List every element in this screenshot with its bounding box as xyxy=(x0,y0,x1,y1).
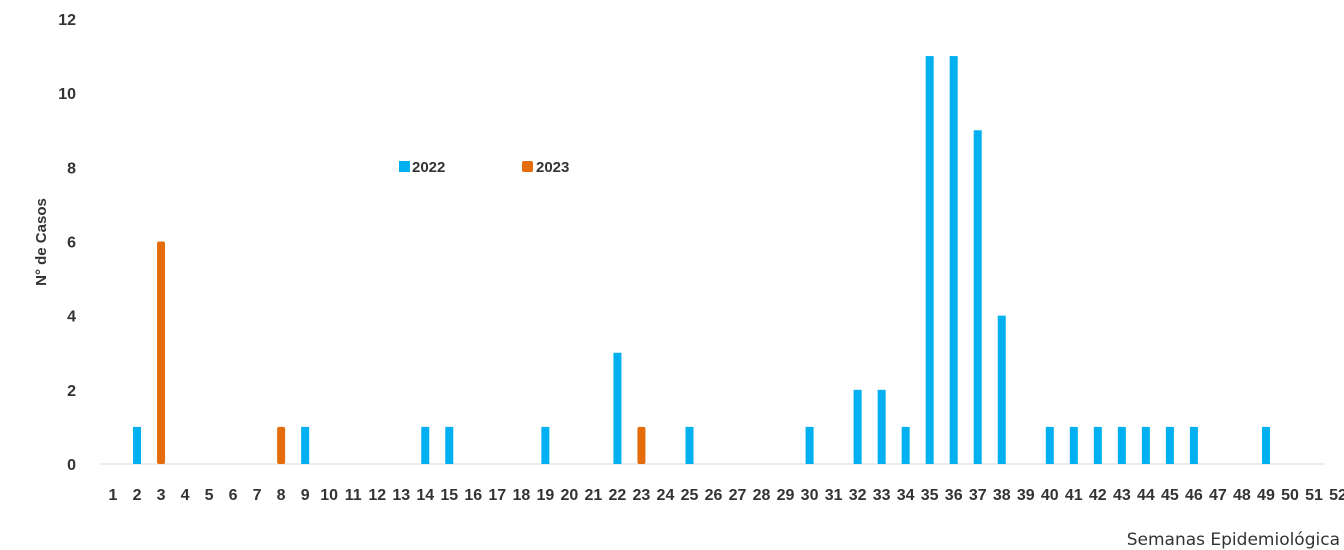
bar-2023-week-23 xyxy=(637,426,646,464)
x-tick-label: 15 xyxy=(440,487,458,504)
x-tick-label: 47 xyxy=(1209,487,1227,504)
x-tick-label: 49 xyxy=(1257,487,1275,504)
legend-label-2022: 2022 xyxy=(412,159,445,176)
x-tick-label: 43 xyxy=(1113,487,1131,504)
x-tick-label: 48 xyxy=(1233,487,1251,504)
x-tick-label: 18 xyxy=(512,487,530,504)
bar-2022-week-34 xyxy=(901,426,910,464)
bar-2022-week-35 xyxy=(925,56,934,464)
x-tick-label: 19 xyxy=(536,487,554,504)
x-tick-label: 32 xyxy=(849,487,867,504)
bar-2022-week-22 xyxy=(613,352,622,464)
x-tick-label: 28 xyxy=(753,487,771,504)
x-tick-label: 4 xyxy=(181,487,190,504)
x-tick-label: 21 xyxy=(585,487,603,504)
x-tick-label: 35 xyxy=(921,487,939,504)
y-axis-ticks: 0 2 4 6 8 10 12 xyxy=(58,12,76,474)
x-tick-label: 9 xyxy=(301,487,310,504)
bar-2022-week-41 xyxy=(1069,426,1078,464)
x-tick-label: 51 xyxy=(1305,487,1323,504)
y-tick-label: 10 xyxy=(58,86,76,103)
x-tick-label: 3 xyxy=(157,487,166,504)
x-tick-label: 34 xyxy=(897,487,915,504)
x-tick-label: 29 xyxy=(777,487,795,504)
x-tick-label: 38 xyxy=(993,487,1011,504)
x-tick-label: 27 xyxy=(729,487,747,504)
x-tick-label: 31 xyxy=(825,487,843,504)
y-tick-label: 12 xyxy=(58,12,76,29)
y-tick-label: 4 xyxy=(67,309,76,326)
x-tick-label: 7 xyxy=(253,487,262,504)
bar-2022-week-38 xyxy=(997,315,1006,464)
x-tick-label: 52 xyxy=(1329,487,1344,504)
y-tick-label: 2 xyxy=(67,383,76,400)
x-axis-ticks: 1 2 3 4 5 6 7 8 9 10 11 12 13 14 15 16 17 18 19 20 21 22 23 24 2… xyxy=(109,487,1344,504)
x-tick-label: 42 xyxy=(1089,487,1107,504)
bar-2022-week-43 xyxy=(1117,426,1126,464)
legend: 2022 2023 xyxy=(399,159,569,176)
bar-2022-week-37 xyxy=(973,130,982,464)
legend-swatch-2022 xyxy=(399,161,410,172)
x-tick-label: 41 xyxy=(1065,487,1083,504)
x-tick-label: 39 xyxy=(1017,487,1035,504)
x-tick-label: 16 xyxy=(464,487,482,504)
bar-2022-week-36 xyxy=(949,56,958,464)
y-tick-label: 8 xyxy=(67,160,76,177)
x-tick-label: 30 xyxy=(801,487,819,504)
legend-label-2023: 2023 xyxy=(536,159,569,176)
y-axis-label: N° de Casos xyxy=(33,198,50,286)
legend-swatch-2023 xyxy=(522,161,533,172)
x-tick-label: 1 xyxy=(109,487,118,504)
x-tick-label: 20 xyxy=(560,487,578,504)
bar-2022-week-49 xyxy=(1261,426,1270,464)
bars xyxy=(133,56,1270,464)
bar-2022-week-9 xyxy=(301,426,310,464)
x-tick-label: 46 xyxy=(1185,487,1203,504)
x-tick-label: 26 xyxy=(705,487,723,504)
y-tick-label: 6 xyxy=(67,235,76,252)
bar-2022-week-2 xyxy=(133,426,142,464)
x-tick-label: 17 xyxy=(488,487,506,504)
bar-2022-week-33 xyxy=(877,389,886,464)
bar-2022-week-30 xyxy=(805,426,814,464)
bar-2022-week-14 xyxy=(421,426,430,464)
x-axis-label: Semanas Epidemiológica xyxy=(1127,530,1340,550)
x-tick-label: 13 xyxy=(392,487,410,504)
x-tick-label: 25 xyxy=(681,487,699,504)
bar-2022-week-42 xyxy=(1093,426,1102,464)
x-tick-label: 37 xyxy=(969,487,987,504)
x-tick-label: 10 xyxy=(320,487,338,504)
x-tick-label: 45 xyxy=(1161,487,1179,504)
x-tick-label: 23 xyxy=(633,487,651,504)
bar-2022-week-44 xyxy=(1141,426,1150,464)
bar-2022-week-25 xyxy=(685,426,694,464)
x-tick-label: 2 xyxy=(133,487,142,504)
x-tick-label: 33 xyxy=(873,487,891,504)
x-tick-label: 11 xyxy=(345,487,362,504)
x-tick-label: 12 xyxy=(368,487,386,504)
x-tick-label: 24 xyxy=(657,487,675,504)
bar-2022-week-40 xyxy=(1045,426,1054,464)
x-tick-label: 6 xyxy=(229,487,238,504)
x-tick-label: 44 xyxy=(1137,487,1155,504)
bar-2023-week-8 xyxy=(277,426,286,464)
bar-2023-week-3 xyxy=(157,241,166,464)
bar-2022-week-46 xyxy=(1189,426,1198,464)
bar-2022-week-15 xyxy=(445,426,454,464)
x-tick-label: 22 xyxy=(609,487,627,504)
y-tick-label: 0 xyxy=(67,457,76,474)
x-tick-label: 5 xyxy=(205,487,214,504)
x-tick-label: 36 xyxy=(945,487,963,504)
x-tick-label: 14 xyxy=(416,487,434,504)
x-tick-label: 50 xyxy=(1281,487,1299,504)
bar-2022-week-32 xyxy=(853,389,862,464)
x-tick-label: 8 xyxy=(277,487,286,504)
bar-2022-week-19 xyxy=(541,426,550,464)
x-tick-label: 40 xyxy=(1041,487,1059,504)
bar-2022-week-45 xyxy=(1165,426,1174,464)
